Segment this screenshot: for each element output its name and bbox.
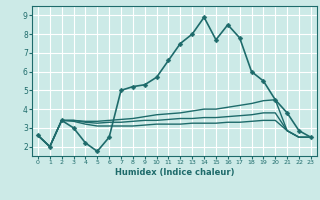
X-axis label: Humidex (Indice chaleur): Humidex (Indice chaleur) — [115, 168, 234, 177]
